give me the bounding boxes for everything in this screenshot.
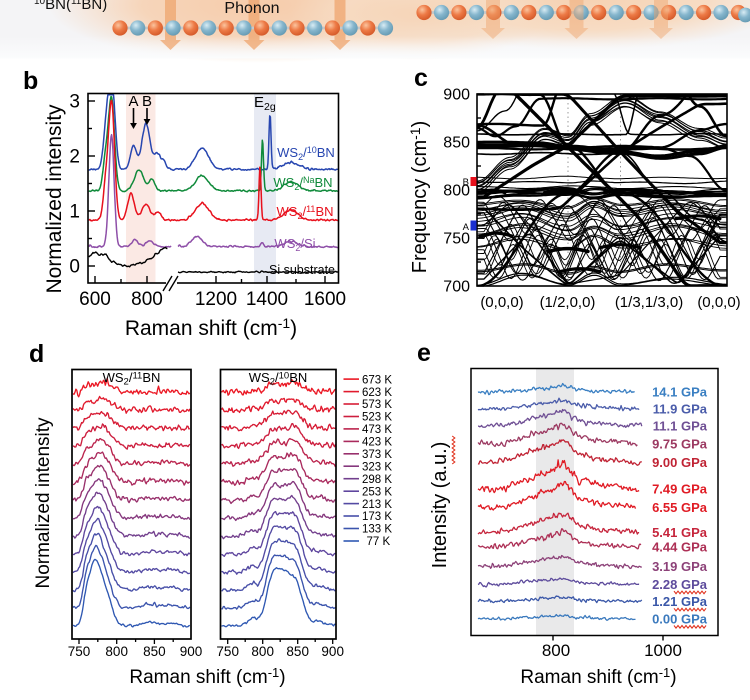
- svg-text:Si substrate: Si substrate: [269, 263, 335, 277]
- svg-text:WS2/10BN: WS2/10BN: [277, 145, 335, 162]
- svg-text:700: 700: [443, 279, 470, 296]
- svg-text:800: 800: [131, 289, 163, 310]
- svg-text:7.49 GPa: 7.49 GPa: [652, 482, 708, 497]
- svg-text:4.44 GPa: 4.44 GPa: [652, 540, 708, 555]
- svg-text:0: 0: [69, 257, 80, 278]
- svg-text:1000: 1000: [644, 641, 682, 660]
- svg-text:253 K: 253 K: [362, 486, 392, 498]
- svg-text:750: 750: [68, 644, 91, 659]
- svg-text:623 K: 623 K: [362, 387, 392, 399]
- svg-text:(1/2,0,0): (1/2,0,0): [540, 294, 596, 311]
- svg-text:3.19 GPa: 3.19 GPa: [652, 559, 708, 574]
- svg-text:(1/3,1/3,0): (1/3,1/3,0): [615, 294, 683, 311]
- svg-text:(0,0,0): (0,0,0): [697, 294, 740, 311]
- svg-text:WS2/11BN: WS2/11BN: [103, 370, 161, 388]
- svg-text:900: 900: [443, 87, 470, 104]
- svg-text:850: 850: [286, 644, 309, 659]
- svg-text:e: e: [417, 339, 431, 367]
- svg-text:173 K: 173 K: [362, 511, 392, 523]
- svg-text:c: c: [414, 64, 428, 92]
- svg-text:5.41 GPa: 5.41 GPa: [652, 525, 708, 540]
- svg-text:WS2/Si: WS2/Si: [274, 236, 315, 253]
- svg-text:850: 850: [143, 644, 166, 659]
- svg-text:Normalized intensity: Normalized intensity: [43, 104, 66, 294]
- svg-text:Frequency (cm-1​): Frequency (cm-1​): [407, 121, 431, 274]
- svg-text:323 K: 323 K: [362, 461, 392, 473]
- svg-text:WS2/10BN: WS2/10BN: [249, 370, 308, 388]
- svg-text:Phonon: Phonon: [224, 0, 279, 17]
- svg-text:800: 800: [542, 641, 570, 660]
- svg-text:800: 800: [251, 644, 274, 659]
- svg-text:800: 800: [443, 183, 470, 200]
- svg-text:750: 750: [443, 231, 470, 248]
- svg-text:0.00 GPa: 0.00 GPa: [652, 612, 708, 627]
- svg-text:473 K: 473 K: [362, 424, 392, 436]
- svg-text:1400: 1400: [246, 289, 288, 310]
- svg-text:Raman shift (cm-1​): Raman shift (cm-1​): [520, 665, 676, 688]
- svg-text:b: b: [23, 67, 38, 95]
- svg-text:A: A: [463, 222, 470, 233]
- svg-text:9.75 GPa: 9.75 GPa: [652, 437, 708, 452]
- svg-text:1200: 1200: [195, 289, 237, 310]
- svg-text:A: A: [128, 93, 138, 110]
- svg-text:(0,0,0): (0,0,0): [480, 294, 523, 311]
- svg-text:Raman shift (cm-1​): Raman shift (cm-1​): [129, 665, 285, 688]
- svg-text:B: B: [463, 177, 469, 188]
- svg-text:900: 900: [180, 644, 203, 659]
- svg-text:213 K: 213 K: [362, 499, 392, 511]
- svg-text:11.1 GPa: 11.1 GPa: [653, 419, 708, 434]
- svg-text:WS2/11BN: WS2/11BN: [277, 204, 334, 221]
- svg-text:800: 800: [105, 644, 128, 659]
- svg-text:6.55 GPa: 6.55 GPa: [652, 500, 708, 515]
- svg-text:WS2/NaBN: WS2/NaBN: [273, 175, 332, 192]
- svg-text:133 K: 133 K: [362, 524, 392, 536]
- svg-text:850: 850: [443, 135, 470, 152]
- svg-text:750: 750: [216, 644, 239, 659]
- svg-text:1600: 1600: [304, 289, 346, 310]
- svg-text:11.9 GPa: 11.9 GPa: [653, 402, 708, 417]
- svg-text:10BN(11BN): 10BN(11BN): [34, 0, 107, 13]
- svg-text:573 K: 573 K: [362, 399, 392, 411]
- svg-text:373 K: 373 K: [362, 449, 392, 461]
- svg-text:673 K: 673 K: [362, 374, 392, 386]
- svg-text:Intensity (a.u.): Intensity (a.u.): [429, 442, 451, 569]
- svg-text:1.21 GPa: 1.21 GPa: [652, 594, 708, 609]
- svg-text:2: 2: [69, 147, 80, 168]
- svg-text:298 K: 298 K: [362, 474, 392, 486]
- svg-text:77 K: 77 K: [367, 536, 391, 548]
- svg-text:600: 600: [79, 289, 111, 310]
- svg-text:1: 1: [69, 202, 80, 223]
- svg-text:Normalized intensity: Normalized intensity: [33, 417, 54, 589]
- svg-text:14.1 GPa: 14.1 GPa: [652, 385, 708, 400]
- svg-text:523 K: 523 K: [362, 412, 392, 424]
- svg-text:423 K: 423 K: [362, 437, 392, 449]
- svg-text:900: 900: [321, 644, 344, 659]
- svg-text:9.00 GPa: 9.00 GPa: [652, 455, 708, 470]
- svg-text:d: d: [29, 340, 44, 368]
- svg-text:2.28 GPa: 2.28 GPa: [652, 577, 708, 592]
- svg-text:Raman shift (cm-1​): Raman shift (cm-1​): [125, 315, 297, 340]
- svg-text:3: 3: [69, 92, 80, 113]
- svg-text:B: B: [142, 93, 152, 110]
